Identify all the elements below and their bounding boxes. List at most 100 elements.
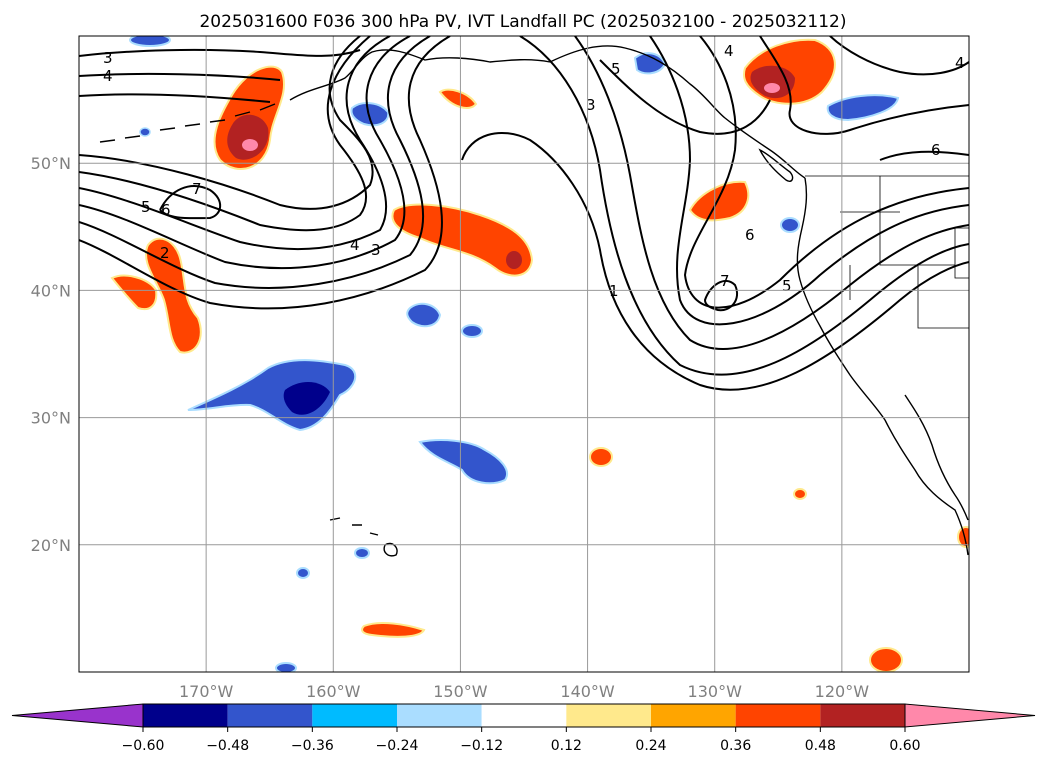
colorbar-segment xyxy=(820,704,905,727)
colorbar-segment xyxy=(566,704,651,727)
aleutian-islands xyxy=(99,103,276,143)
contour-label: 3 xyxy=(103,49,113,67)
pacific-northwest-coast xyxy=(796,177,969,556)
contour-line xyxy=(683,36,969,309)
contour-line xyxy=(879,150,969,161)
longitude-tick-label: 160°W xyxy=(306,682,361,701)
contour-label: 3 xyxy=(586,96,596,114)
longitude-tick-label: 130°W xyxy=(688,682,743,701)
colorbar-segment xyxy=(651,704,736,727)
colorbar-outline xyxy=(142,703,906,728)
anomaly-blob xyxy=(145,237,202,354)
latitude-tick-label: 50°N xyxy=(31,154,71,173)
contour-label: 5 xyxy=(611,60,621,78)
contour-line xyxy=(79,36,431,289)
colorbar-tick-label: −0.24 xyxy=(376,738,419,754)
anomaly-blob xyxy=(438,88,478,109)
colorbar-tick-label: −0.36 xyxy=(291,738,334,754)
map-background xyxy=(79,36,969,672)
anomaly-blob xyxy=(826,94,900,122)
longitude-labels: 170°W 160°W 150°W 140°W 130°W 120°W xyxy=(179,682,869,701)
contour-line xyxy=(79,48,361,57)
colorbar-segment xyxy=(227,704,313,727)
anomaly-blob xyxy=(633,52,667,75)
longitude-tick-label: 140°W xyxy=(560,682,615,701)
contour-line xyxy=(599,59,771,135)
contour-line xyxy=(79,36,374,210)
contour-lines xyxy=(79,36,969,391)
anomaly-blob xyxy=(406,302,442,328)
contour-label: 5 xyxy=(141,198,151,216)
anomaly-core xyxy=(227,114,269,160)
colorbar-tick-label: 0.24 xyxy=(635,738,666,754)
contour-line xyxy=(703,280,738,312)
contour-label: 6 xyxy=(161,201,171,219)
colorbar-tick-label: 0.36 xyxy=(720,738,751,754)
longitude-tick-label: 120°W xyxy=(815,682,870,701)
contour-line xyxy=(461,131,969,391)
contour-label: 5 xyxy=(782,277,792,295)
contour-label: 2 xyxy=(160,244,170,262)
contour-line xyxy=(79,93,271,103)
anomaly-blob xyxy=(296,567,310,579)
colorbar-segment xyxy=(481,704,567,727)
anomaly-blob xyxy=(589,447,613,467)
contour-labels: 3 4 5 6 7 2 4 3 5 3 1 6 7 5 4 6 4 xyxy=(103,42,965,300)
colorbar-extend-high xyxy=(904,703,1036,728)
colorbar-segment xyxy=(397,704,482,727)
anomaly-blob xyxy=(129,36,171,47)
contour-label: 4 xyxy=(724,42,734,60)
contour-label: 7 xyxy=(192,180,202,198)
map-frame xyxy=(78,35,970,673)
hawaii-islands xyxy=(329,517,398,557)
colorbar-tick-label: 0.12 xyxy=(551,738,582,754)
colorbar-segment xyxy=(735,704,821,727)
contour-line xyxy=(79,72,281,81)
colorbar-tick-label: −0.48 xyxy=(206,738,249,754)
contour-label: 4 xyxy=(955,54,965,72)
anomaly-blob xyxy=(869,647,903,672)
latitude-tick-label: 30°N xyxy=(31,409,71,428)
contour-line xyxy=(79,36,451,310)
longitude-tick-label: 170°W xyxy=(179,682,234,701)
contour-label: 4 xyxy=(103,67,113,85)
contour-line xyxy=(79,36,411,270)
contour-line xyxy=(79,36,371,232)
contour-line xyxy=(759,36,969,135)
anomaly-core xyxy=(506,251,522,269)
chart-title: 2025031600 F036 300 hPa PV, IVT Landfall… xyxy=(199,12,846,32)
anomaly-blob xyxy=(780,217,800,233)
latitude-labels: 50°N 40°N 30°N 20°N xyxy=(31,154,71,555)
coastlines xyxy=(99,45,969,557)
anomaly-blob xyxy=(139,127,151,137)
contour-label: 6 xyxy=(931,141,941,159)
colorbar-tick-label: 0.60 xyxy=(889,738,920,754)
anomaly-blob xyxy=(418,439,508,485)
colorbar-tick-label: 0.48 xyxy=(805,738,836,754)
gridlines xyxy=(79,36,969,672)
anomaly-blob xyxy=(275,662,297,672)
contour-line xyxy=(829,36,969,76)
negative-anomaly-shading xyxy=(129,36,900,672)
colorbar: −0.60 −0.48 −0.36 −0.24 −0.12 0.12 0.24 0.36 0.4… xyxy=(11,703,1036,754)
contour-label: 6 xyxy=(745,226,755,244)
contour-line xyxy=(159,185,222,220)
alaska-coast xyxy=(289,45,806,179)
colorbar-segment xyxy=(312,704,397,727)
latitude-tick-label: 40°N xyxy=(31,281,71,300)
colorbar-extend-low xyxy=(11,703,144,728)
contour-line xyxy=(574,36,969,350)
map-panel: 3 4 5 6 7 2 4 3 5 3 1 6 7 5 4 6 4 170°W 1… xyxy=(31,35,970,701)
anomaly-blob xyxy=(361,622,426,638)
colorbar-segment xyxy=(143,704,228,727)
contour-label: 1 xyxy=(609,282,619,300)
baja-coast xyxy=(904,394,969,521)
anomaly-blob xyxy=(461,324,483,338)
colorbar-tick-label: −0.12 xyxy=(460,738,503,754)
contour-label: 4 xyxy=(350,236,360,254)
contour-label: 7 xyxy=(720,272,730,290)
anomaly-blob xyxy=(350,102,390,127)
anomaly-blob xyxy=(793,488,807,500)
anomaly-peak xyxy=(242,139,258,151)
